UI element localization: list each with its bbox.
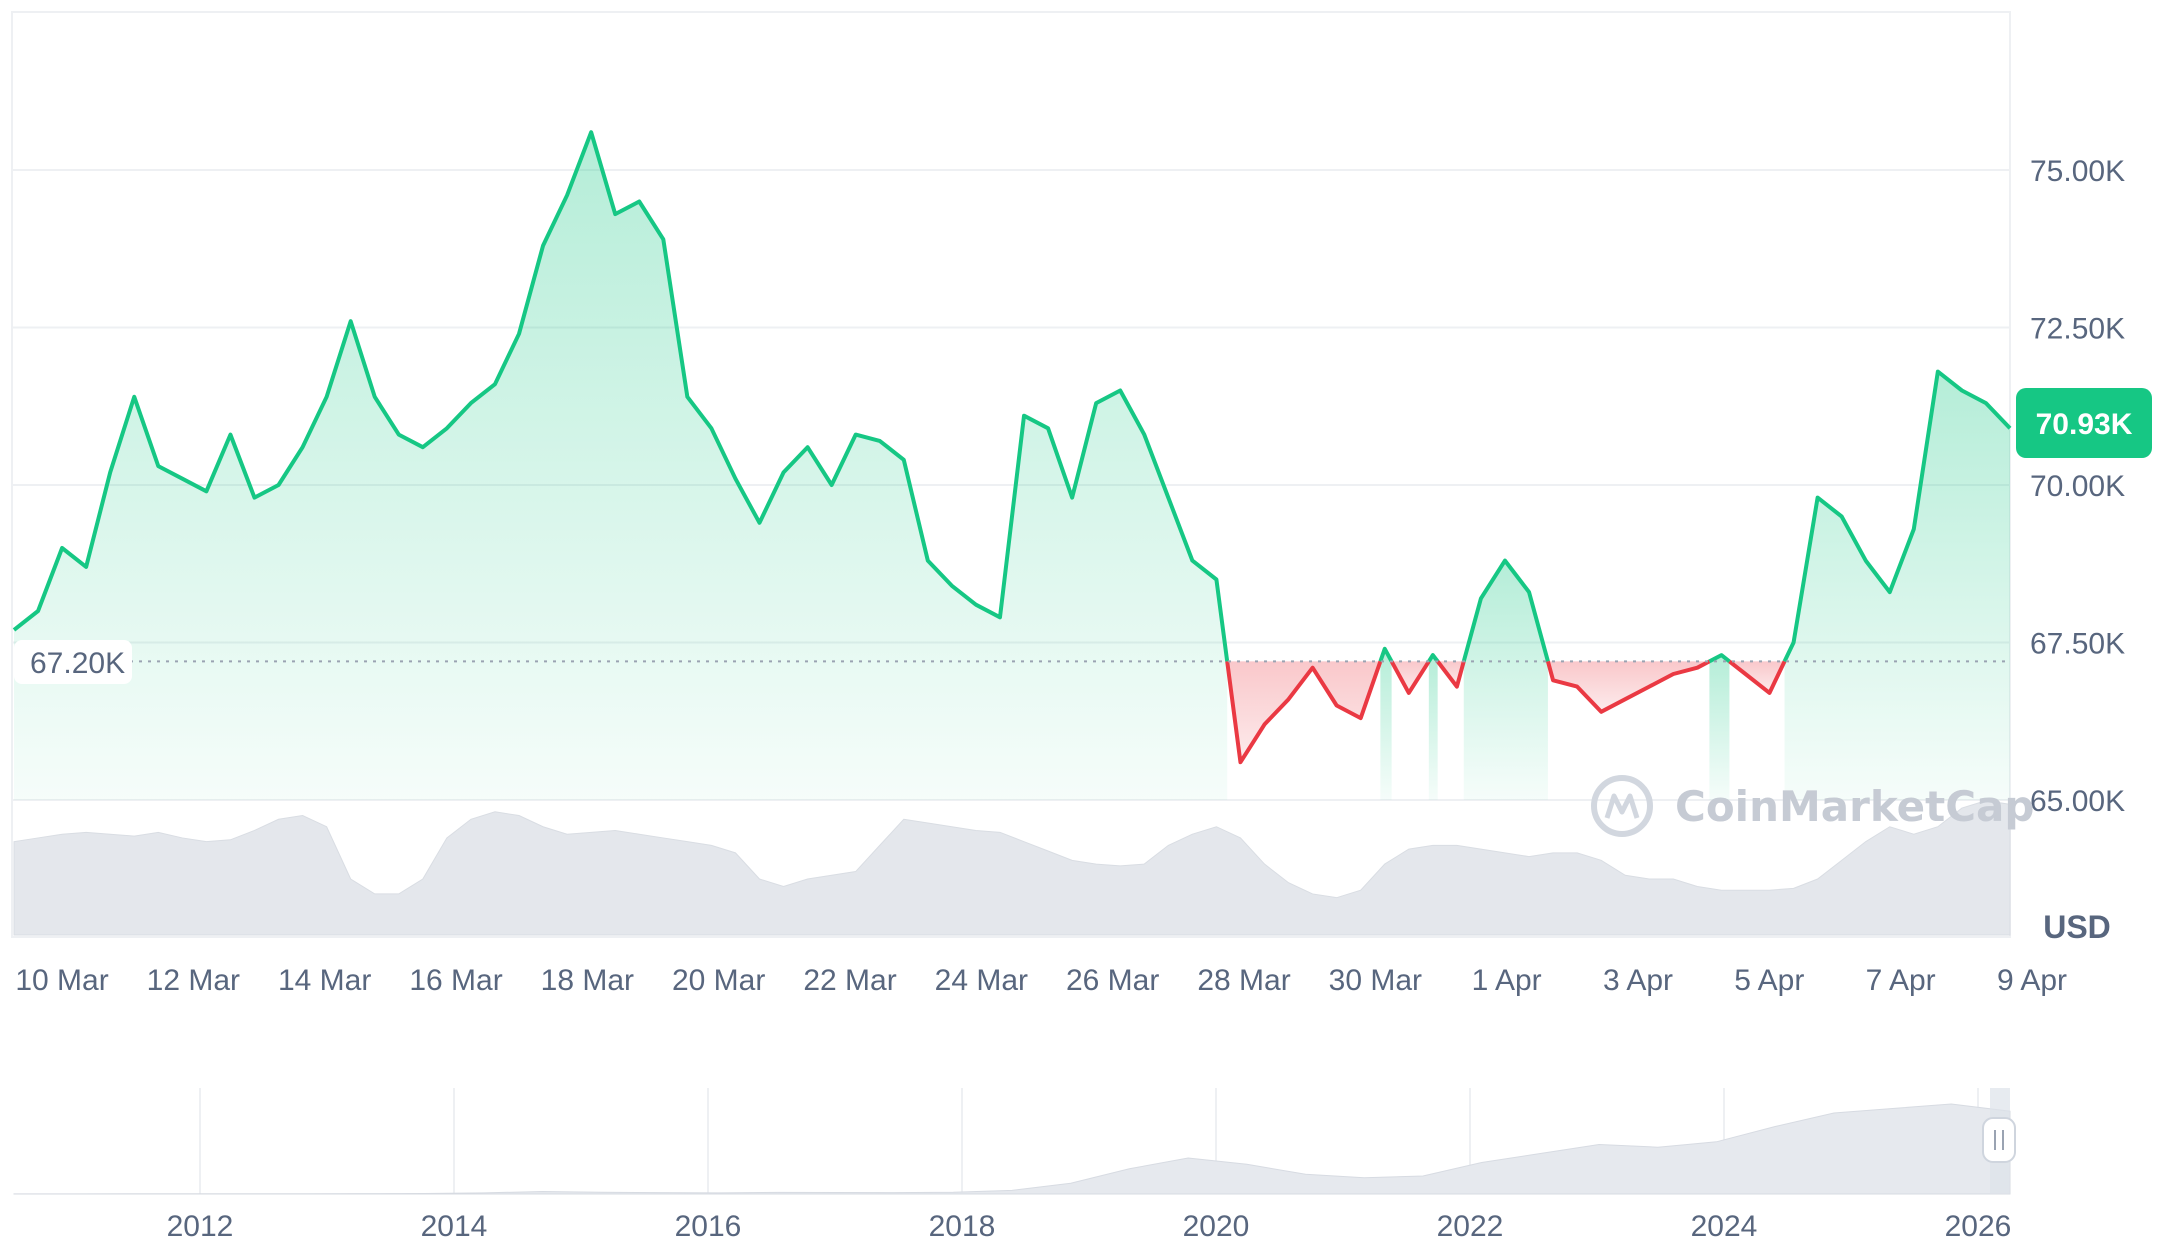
x-tick-label: 5 Apr (1734, 964, 1804, 997)
x-tick-label: 30 Mar (1329, 964, 1422, 997)
navigator-x-axis: 2012 2014 2016 2018 2020 2022 2024 2026 (167, 1210, 2012, 1243)
area-below-baseline (1729, 661, 1785, 693)
x-tick-label: 18 Mar (541, 964, 634, 997)
coinmarketcap-logo-icon (1591, 775, 1653, 837)
volume-bars (13, 800, 2011, 936)
navigator-x-tick-label: 2026 (1945, 1210, 2012, 1243)
current-price-value: 70.93K (2036, 408, 2133, 441)
price-line-up (1427, 653, 1440, 663)
price-line-up (1378, 646, 1394, 663)
y-tick-label: 75.00K (2030, 155, 2125, 188)
price-line-down (1546, 659, 1711, 714)
y-tick-label: 72.50K (2030, 313, 2125, 346)
y-axis: 75.00K 72.50K 70.00K 67.50K 65.00K (2030, 155, 2125, 818)
x-tick-label: 28 Mar (1197, 964, 1290, 997)
baseline-label: 67.20K (14, 640, 132, 684)
area-below-baseline (1391, 661, 1429, 693)
price-line-down (1225, 660, 1383, 765)
baseline-value: 67.20K (30, 647, 125, 680)
area-above-baseline (1463, 560, 1548, 800)
navigator-x-tick-label: 2024 (1691, 1210, 1758, 1243)
x-tick-label: 22 Mar (803, 964, 896, 997)
x-axis: 10 Mar 12 Mar 14 Mar 16 Mar 18 Mar 20 Mar 22 M… (15, 964, 2067, 997)
x-tick-label: 26 Mar (1066, 964, 1159, 997)
navigator-x-tick-label: 2014 (421, 1210, 488, 1243)
price-line-up (1708, 653, 1731, 664)
area-above-baseline (14, 132, 1228, 800)
x-tick-label: 10 Mar (15, 964, 108, 997)
navigator-x-tick-label: 2020 (1183, 1210, 1250, 1243)
x-tick-label: 3 Apr (1603, 964, 1673, 997)
navigator-x-tick-label: 2018 (929, 1210, 996, 1243)
x-tick-label: 7 Apr (1866, 964, 1936, 997)
x-tick-label: 14 Mar (278, 964, 371, 997)
current-price-badge: 70.93K (2016, 388, 2152, 458)
price-line-up (1461, 558, 1550, 662)
navigator-x-tick-label: 2022 (1437, 1210, 1504, 1243)
navigator-handle[interactable] (1982, 1117, 2016, 1163)
coinmarketcap-watermark: CoinMarketCap (1591, 775, 2034, 837)
area-below-baseline (1227, 661, 1381, 763)
price-line-up (1782, 369, 2012, 663)
price-line-down (1389, 660, 1431, 695)
y-tick-label: 67.50K (2030, 628, 2125, 661)
x-tick-label: 24 Mar (935, 964, 1028, 997)
currency-label: USD (2043, 909, 2111, 945)
area-above-baseline (1784, 371, 2010, 800)
x-tick-label: 12 Mar (147, 964, 240, 997)
y-tick-label: 70.00K (2030, 470, 2125, 503)
x-tick-label: 20 Mar (672, 964, 765, 997)
x-tick-label: 1 Apr (1472, 964, 1542, 997)
volume-area (13, 800, 2011, 936)
area-above-baseline (1709, 655, 1730, 800)
price-line-down (1436, 660, 1466, 689)
x-tick-label: 16 Mar (409, 964, 502, 997)
navigator-x-tick-label: 2012 (167, 1210, 234, 1243)
navigator[interactable]: 2012 2014 2016 2018 2020 2022 2024 2026 (12, 1088, 2016, 1243)
price-areas (14, 132, 2010, 800)
y-tick-label: 65.00K (2030, 785, 2125, 818)
navigator-x-tick-label: 2016 (675, 1210, 742, 1243)
navigator-area (13, 1103, 2011, 1195)
area-above-baseline (1380, 648, 1392, 800)
x-tick-label: 9 Apr (1997, 964, 2067, 997)
price-lines (12, 130, 2012, 765)
area-above-baseline (1428, 655, 1438, 800)
watermark-text: CoinMarketCap (1675, 782, 2034, 831)
price-line-down (1728, 659, 1787, 695)
price-line-up (12, 130, 1230, 662)
